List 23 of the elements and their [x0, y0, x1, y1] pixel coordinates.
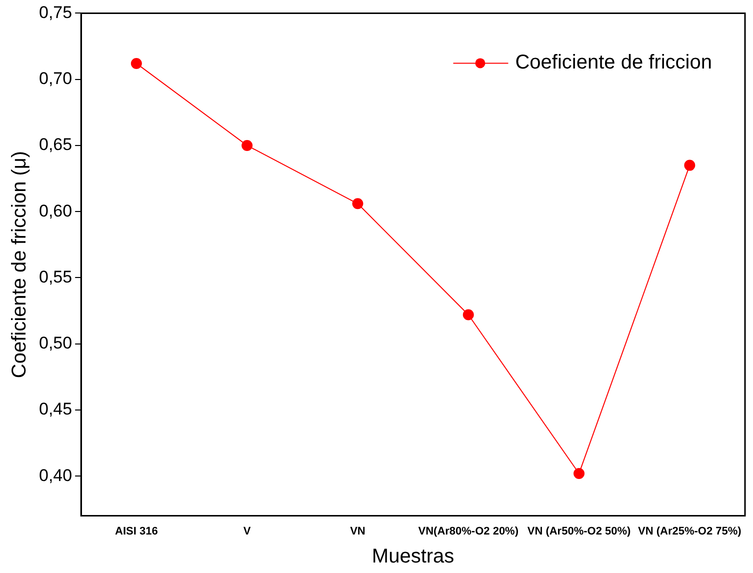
point: [352, 198, 364, 210]
y-tick-label: 0,55: [38, 267, 72, 286]
y-tick-label: 0,50: [38, 334, 72, 353]
legend-label: Coeficiente de friccion: [515, 52, 712, 74]
x-tick-label: V: [243, 525, 252, 538]
y-tick-label: 0,40: [38, 466, 72, 485]
x-tick-label: VN (Ar50%-O2 50%): [527, 525, 632, 538]
x-tick-label: AISI 316: [115, 525, 158, 538]
y-axis-title: Coeficiente de friccion (μ): [8, 150, 31, 378]
point: [242, 140, 253, 151]
x-tick-label: VN(Ar80%-O2 20%): [418, 525, 519, 538]
y-tick-label: 0,75: [38, 2, 72, 22]
y-tick-label: 0,65: [38, 135, 72, 154]
point: [462, 309, 474, 320]
point: [574, 468, 585, 479]
y-tick-label: 0,60: [38, 201, 72, 220]
x-tick-label: VN: [350, 525, 366, 538]
x-tick-label: VN (Ar25%-O2 75%): [638, 525, 742, 538]
point: [684, 160, 696, 171]
y-tick-label: 0,70: [38, 69, 72, 88]
point: [130, 58, 142, 69]
x-axis-title: Muestras: [372, 546, 454, 568]
y-tick-label: 0,45: [38, 400, 72, 419]
